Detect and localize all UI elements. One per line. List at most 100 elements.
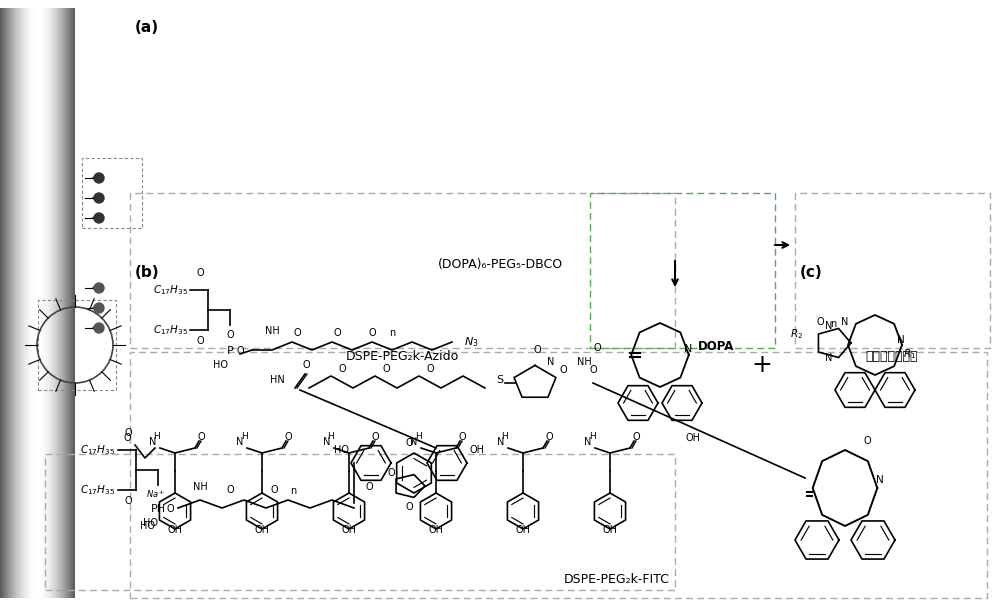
Text: OH: OH xyxy=(428,525,444,535)
Text: $R_2$: $R_2$ xyxy=(790,327,803,341)
Bar xyxy=(45,454,675,590)
Text: N: N xyxy=(497,437,505,447)
Text: O: O xyxy=(365,482,373,492)
Text: OH: OH xyxy=(254,525,270,535)
Text: N: N xyxy=(876,475,884,485)
Text: H: H xyxy=(328,432,334,441)
Text: n: n xyxy=(830,319,836,329)
Text: $C_{17}H_{35}$: $C_{17}H_{35}$ xyxy=(153,323,188,337)
Text: HO: HO xyxy=(143,518,158,528)
Text: O: O xyxy=(166,504,174,514)
Bar xyxy=(82,158,142,228)
Text: O: O xyxy=(545,432,553,442)
Text: S: S xyxy=(496,375,504,385)
Circle shape xyxy=(94,213,104,223)
Text: N: N xyxy=(825,353,833,363)
Text: O: O xyxy=(559,365,567,375)
Text: H: H xyxy=(241,432,247,441)
Text: O: O xyxy=(426,364,434,374)
Text: H: H xyxy=(154,432,160,441)
Text: (c): (c) xyxy=(800,265,823,280)
Text: n: n xyxy=(290,486,296,496)
Text: H: H xyxy=(502,432,508,441)
Text: $R_1$: $R_1$ xyxy=(903,347,916,361)
Text: O: O xyxy=(123,433,131,443)
Text: O: O xyxy=(196,336,204,346)
Text: N: N xyxy=(897,335,905,345)
Text: (b): (b) xyxy=(135,265,160,280)
Circle shape xyxy=(94,173,104,183)
Text: O: O xyxy=(226,330,234,340)
Text: O: O xyxy=(124,428,132,438)
Text: PH: PH xyxy=(150,504,166,514)
Text: NH: NH xyxy=(265,326,279,336)
Text: $C_{17}H_{35}$: $C_{17}H_{35}$ xyxy=(80,443,115,457)
Text: n: n xyxy=(389,328,395,338)
Text: N: N xyxy=(323,437,331,447)
Text: O: O xyxy=(284,432,292,442)
Text: N: N xyxy=(584,437,592,447)
Text: O: O xyxy=(124,496,132,506)
Text: N: N xyxy=(841,317,849,327)
Text: +: + xyxy=(752,353,772,377)
Text: NH: NH xyxy=(577,357,592,367)
Text: $C_{17}H_{35}$: $C_{17}H_{35}$ xyxy=(80,483,115,497)
Bar xyxy=(130,352,987,598)
Text: O: O xyxy=(371,432,379,442)
Text: (DOPA)₆-PEG₅-DBCO: (DOPA)₆-PEG₅-DBCO xyxy=(437,258,563,271)
Text: O: O xyxy=(302,360,310,370)
Text: OH: OH xyxy=(168,525,182,535)
Text: OH: OH xyxy=(342,525,356,535)
Bar xyxy=(590,193,775,348)
Text: N: N xyxy=(149,437,157,447)
Text: OH: OH xyxy=(685,433,700,443)
Bar xyxy=(130,193,675,348)
Text: $N_3$: $N_3$ xyxy=(464,335,479,349)
Text: OH: OH xyxy=(602,525,618,535)
Circle shape xyxy=(94,283,104,293)
Text: O: O xyxy=(338,364,346,374)
Text: OH: OH xyxy=(469,445,484,455)
Text: O: O xyxy=(196,268,204,278)
Text: O: O xyxy=(226,485,234,495)
Text: O: O xyxy=(293,328,301,338)
Text: O: O xyxy=(593,343,601,353)
Text: H: H xyxy=(415,432,421,441)
Circle shape xyxy=(94,193,104,203)
Text: DSPE-PEG₂k-Azido: DSPE-PEG₂k-Azido xyxy=(345,350,459,363)
Text: O: O xyxy=(405,502,413,512)
Text: O: O xyxy=(589,365,597,375)
Text: O: O xyxy=(458,432,466,442)
Text: 环加成点击反应: 环加成点击反应 xyxy=(866,350,918,363)
Text: O: O xyxy=(382,364,390,374)
Text: O: O xyxy=(236,346,244,356)
Text: O: O xyxy=(368,328,376,338)
Text: HO: HO xyxy=(334,445,349,455)
Text: HN: HN xyxy=(270,375,285,385)
Text: O: O xyxy=(632,432,640,442)
Text: O: O xyxy=(533,345,541,355)
Text: O: O xyxy=(387,468,395,478)
Text: OH: OH xyxy=(516,525,530,535)
Text: O: O xyxy=(197,432,205,442)
Text: O: O xyxy=(816,317,824,327)
Text: DSPE-PEG₂k-FITC: DSPE-PEG₂k-FITC xyxy=(564,573,670,586)
Text: N: N xyxy=(684,344,692,354)
Text: N: N xyxy=(410,437,418,447)
Bar xyxy=(38,300,116,390)
Text: H: H xyxy=(589,432,595,441)
Text: O: O xyxy=(270,485,278,495)
Text: HO: HO xyxy=(212,360,228,370)
Text: $C_{17}H_{35}$: $C_{17}H_{35}$ xyxy=(153,283,188,297)
Text: $Na^+$: $Na^+$ xyxy=(146,488,166,500)
Text: N: N xyxy=(547,357,555,367)
Text: O: O xyxy=(863,436,871,446)
Text: N: N xyxy=(236,437,244,447)
Circle shape xyxy=(94,303,104,313)
Text: O: O xyxy=(405,438,413,448)
Circle shape xyxy=(94,323,104,333)
Text: (a): (a) xyxy=(135,20,159,35)
Text: O: O xyxy=(333,328,341,338)
Text: NH: NH xyxy=(193,482,207,492)
Bar xyxy=(795,193,990,348)
